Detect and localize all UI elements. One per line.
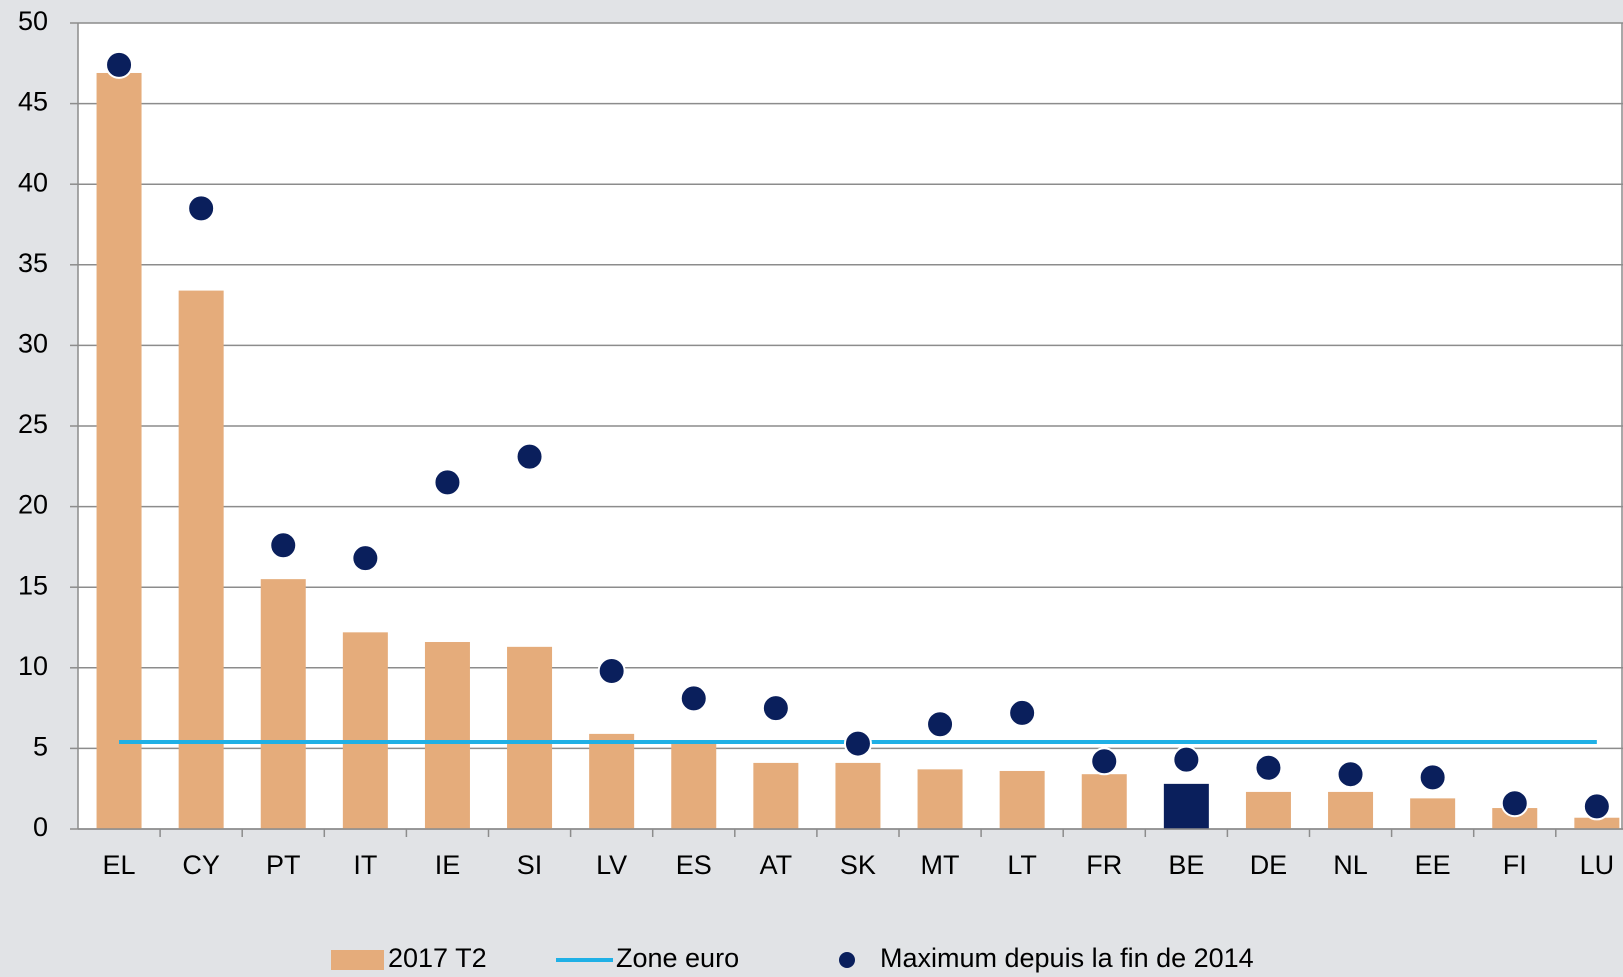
y-tick-label: 25 <box>18 409 48 439</box>
x-tick-label: EL <box>103 850 136 880</box>
y-tick-label: 35 <box>18 248 48 278</box>
bar <box>753 762 799 829</box>
legend-label: Zone euro <box>616 943 739 973</box>
bar <box>507 646 553 829</box>
dot <box>1500 789 1529 818</box>
y-tick-label: 5 <box>33 732 48 762</box>
x-tick-label: CY <box>182 850 220 880</box>
x-tick-label: IT <box>353 850 377 880</box>
y-tick-label: 50 <box>18 6 48 36</box>
legend-label: Maximum depuis la fin de 2014 <box>880 943 1254 973</box>
x-tick-label: LV <box>596 850 627 880</box>
x-tick-label: EE <box>1415 850 1451 880</box>
dot <box>1172 745 1201 774</box>
y-tick-label: 10 <box>18 651 48 681</box>
bar <box>917 769 963 829</box>
bar <box>835 762 881 829</box>
dot <box>433 468 462 497</box>
bar <box>1328 791 1374 829</box>
x-tick-label: MT <box>921 850 960 880</box>
bar <box>1163 783 1209 829</box>
x-tick-label: FI <box>1503 850 1527 880</box>
y-tick-label: 20 <box>18 490 48 520</box>
x-tick-label: LT <box>1007 850 1037 880</box>
bar <box>1492 808 1538 829</box>
dot <box>1008 698 1037 727</box>
dot <box>679 684 708 713</box>
bar <box>178 290 224 829</box>
dot <box>351 544 380 573</box>
dot <box>105 50 134 79</box>
dot <box>187 194 216 223</box>
x-tick-label: NL <box>1333 850 1368 880</box>
legend-label: 2017 T2 <box>388 943 487 973</box>
dot <box>926 710 955 739</box>
x-tick-label: PT <box>266 850 301 880</box>
dot <box>1090 747 1119 776</box>
x-tick-label: SK <box>840 850 876 880</box>
bar <box>589 733 635 829</box>
dot <box>1254 753 1283 782</box>
y-tick-label: 15 <box>18 570 48 600</box>
bar <box>671 741 717 829</box>
y-tick-label: 40 <box>18 167 48 197</box>
bar <box>424 642 470 829</box>
bar <box>96 72 142 830</box>
y-tick-label: 0 <box>33 812 48 842</box>
dot <box>1336 760 1365 789</box>
y-tick-label: 45 <box>18 87 48 117</box>
dot <box>1582 792 1611 821</box>
bar <box>260 579 306 829</box>
legend-swatch <box>839 952 855 968</box>
bar <box>342 632 388 829</box>
dot <box>597 657 626 686</box>
x-tick-label: SI <box>517 850 543 880</box>
x-tick-label: AT <box>760 850 793 880</box>
bar <box>999 770 1045 829</box>
x-tick-label: FR <box>1086 850 1122 880</box>
dot <box>843 729 872 758</box>
dot <box>269 531 298 560</box>
dot <box>761 694 790 723</box>
dot <box>515 442 544 471</box>
x-tick-label: DE <box>1250 850 1288 880</box>
dot <box>1418 763 1447 792</box>
x-tick-label: LU <box>1580 850 1615 880</box>
x-tick-label: IE <box>435 850 461 880</box>
legend-swatch <box>331 950 384 970</box>
x-tick-label: BE <box>1168 850 1204 880</box>
bar <box>1574 817 1620 829</box>
y-tick-label: 30 <box>18 329 48 359</box>
bar <box>1245 791 1291 829</box>
bar <box>1410 798 1456 829</box>
x-tick-label: ES <box>676 850 712 880</box>
bar <box>1081 774 1127 829</box>
